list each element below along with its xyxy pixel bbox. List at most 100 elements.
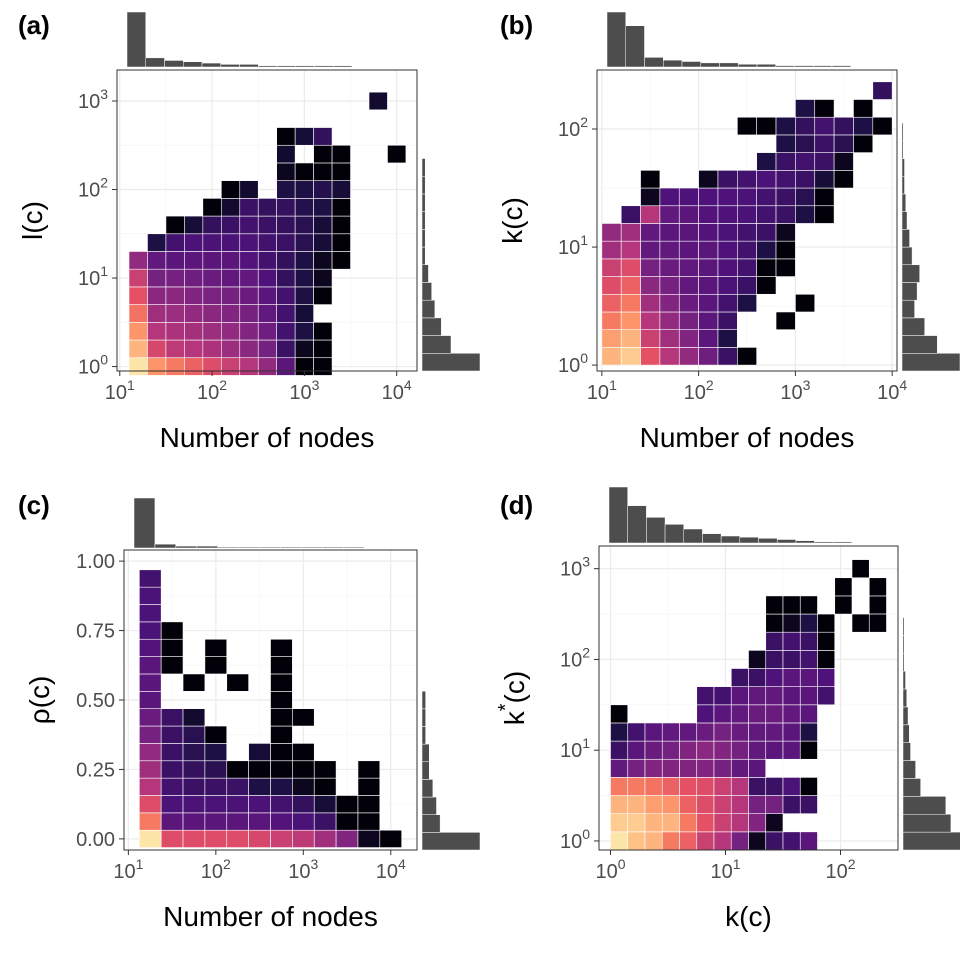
heatmap-cell xyxy=(160,743,184,762)
plot-frame xyxy=(116,69,418,372)
right-histogram-bar xyxy=(902,688,908,708)
heatmap-cell xyxy=(737,116,757,136)
heatmap-cell xyxy=(698,293,719,313)
right-histogram-bar xyxy=(901,140,904,159)
right-histogram-bar xyxy=(901,335,938,354)
heatmap-cell xyxy=(221,304,241,323)
heatmap-cell xyxy=(257,215,277,235)
heatmap-cell xyxy=(765,686,784,706)
heatmap-cell xyxy=(379,829,402,848)
top-histogram-bar xyxy=(314,65,334,68)
heatmap-cell xyxy=(313,812,337,831)
x-tick-label: 104 xyxy=(376,856,406,883)
plot-frame xyxy=(598,545,899,851)
y-tick-label: 1.00 xyxy=(76,551,115,573)
heatmap-cell xyxy=(204,777,228,796)
heatmap-cell xyxy=(270,760,293,779)
heatmap-cell xyxy=(257,322,277,341)
right-histogram-bar xyxy=(902,635,905,654)
heatmap-cell xyxy=(276,322,296,341)
heatmap-cell xyxy=(620,347,641,366)
heatmap-cell xyxy=(139,656,162,675)
heatmap-cell xyxy=(276,251,296,270)
heatmap-cell xyxy=(698,347,719,366)
heatmap-cell xyxy=(640,347,661,366)
right-histogram-bar xyxy=(901,353,960,372)
top-histogram-bar xyxy=(646,517,666,544)
heatmap-cell xyxy=(679,722,698,742)
heatmap-cell xyxy=(270,638,293,657)
top-histogram-bar xyxy=(664,524,684,544)
heatmap-cell xyxy=(661,722,680,742)
top-histogram-bar xyxy=(739,536,759,544)
heatmap-cell xyxy=(640,276,661,295)
heatmap-cell xyxy=(775,116,796,136)
heatmap-cell xyxy=(257,304,277,323)
heatmap-cell xyxy=(160,795,184,814)
heatmap-cell xyxy=(204,829,228,848)
right-histogram-bar xyxy=(421,193,426,212)
heatmap-cell xyxy=(331,251,351,270)
heatmap-cell xyxy=(226,829,249,848)
heatmap-cell xyxy=(644,777,663,796)
heatmap-cell xyxy=(730,668,749,687)
heatmap-cell xyxy=(202,251,222,270)
x-tick-label: 102 xyxy=(684,377,714,404)
heatmap-cell xyxy=(765,668,784,687)
heatmap-cell xyxy=(357,777,381,796)
heatmap-cell xyxy=(775,187,796,207)
x-tick-label: 103 xyxy=(289,377,319,404)
heatmap-cell xyxy=(765,813,784,833)
heatmap-cell xyxy=(257,198,277,217)
heatmap-cell xyxy=(678,258,699,277)
heatmap-cell xyxy=(313,127,333,146)
heatmap-cell xyxy=(696,740,715,760)
right-histogram-bar xyxy=(421,211,426,230)
heatmap-cell xyxy=(678,293,699,313)
top-histogram-bar xyxy=(720,535,741,544)
heatmap-cell xyxy=(128,339,148,359)
x-axis: 101 102 103 104 xyxy=(113,850,406,883)
heatmap-cell xyxy=(276,127,296,146)
heatmap-cell xyxy=(139,638,162,657)
heatmap-cell xyxy=(717,258,738,277)
heatmap-cell xyxy=(659,347,680,366)
heatmap-cell xyxy=(833,152,854,171)
heatmap-cell xyxy=(717,329,738,348)
heatmap-cell xyxy=(202,339,222,359)
heatmap-cell xyxy=(204,725,228,744)
heatmap-cell xyxy=(184,322,204,341)
heatmap-cell xyxy=(698,276,719,295)
heatmap-cell xyxy=(756,276,777,295)
heatmap-cell xyxy=(799,613,818,633)
heatmap-cell xyxy=(313,322,333,341)
heatmap-cell xyxy=(765,740,784,760)
top-histogram-bar xyxy=(196,545,218,549)
heatmap-cell xyxy=(276,162,296,181)
heatmap-cell xyxy=(627,777,646,796)
heatmap-cell xyxy=(748,831,767,851)
heatmap-cell xyxy=(202,215,222,235)
heatmap-cell xyxy=(270,708,293,727)
heatmap-cell xyxy=(713,795,732,815)
heatmap-cell xyxy=(182,725,206,744)
heatmap-cell xyxy=(165,357,185,376)
heatmap-cell xyxy=(221,268,241,288)
heatmap-cell xyxy=(620,223,641,242)
heatmap-cell xyxy=(357,812,381,831)
heatmap-cell xyxy=(730,704,749,724)
heatmap-cell xyxy=(627,740,646,760)
heatmap-cell xyxy=(730,686,749,706)
heatmap-cell xyxy=(644,740,663,760)
heatmap-cell xyxy=(756,258,777,277)
heatmap-cell xyxy=(270,743,293,762)
heatmap-cell xyxy=(276,304,296,323)
heatmap-cell xyxy=(678,223,699,242)
y-tick-label: 0.00 xyxy=(76,829,115,851)
heatmap-cell xyxy=(139,621,162,640)
heatmap-cell xyxy=(204,656,228,675)
heatmap-cell xyxy=(221,233,241,252)
heatmap-cell xyxy=(294,251,314,270)
heatmap-cell xyxy=(128,286,148,305)
heatmap-cell xyxy=(713,777,732,796)
